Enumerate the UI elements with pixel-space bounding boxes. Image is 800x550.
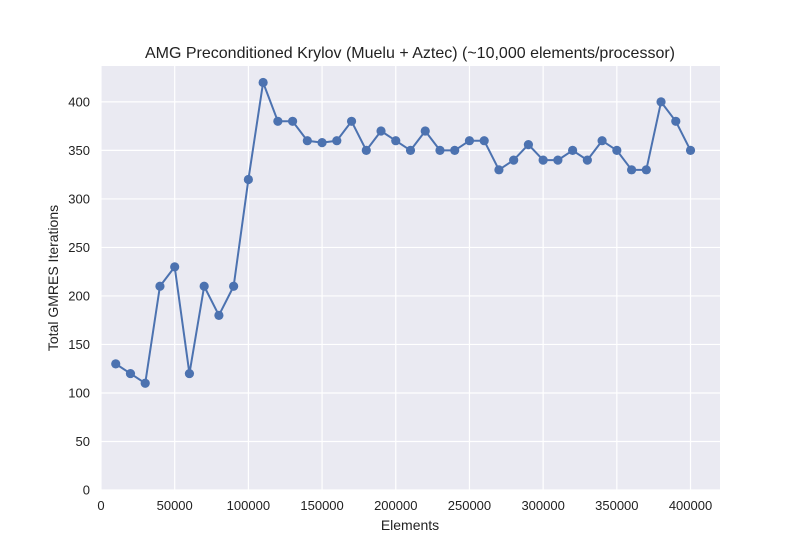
x-tick-label: 50000 bbox=[157, 498, 193, 513]
data-point bbox=[155, 281, 165, 291]
data-point bbox=[685, 145, 696, 156]
data-point bbox=[656, 97, 666, 107]
x-tick-label: 250000 bbox=[448, 498, 491, 513]
data-point bbox=[420, 126, 430, 136]
y-tick-label: 50 bbox=[76, 434, 90, 449]
x-axis-label: Elements bbox=[381, 517, 439, 533]
data-point bbox=[332, 136, 342, 146]
data-point bbox=[170, 262, 180, 272]
data-point bbox=[568, 145, 578, 156]
data-point bbox=[538, 155, 548, 165]
y-axis-label: Total GMRES Iterations bbox=[45, 205, 61, 351]
chart-title: AMG Preconditioned Krylov (Muelu + Aztec… bbox=[145, 45, 675, 62]
y-tick-label: 250 bbox=[68, 240, 90, 255]
y-tick-label: 200 bbox=[68, 288, 90, 303]
x-tick-label: 400000 bbox=[669, 498, 712, 513]
tick-labels: 0 50000 100000 150000 200000 250000 300000 3500… bbox=[68, 94, 712, 513]
y-tick-label: 400 bbox=[68, 94, 90, 109]
data-point bbox=[597, 136, 607, 146]
data-point bbox=[258, 77, 268, 88]
y-tick-label: 350 bbox=[68, 143, 90, 158]
plot-background bbox=[101, 66, 720, 490]
data-point bbox=[464, 136, 475, 146]
data-point bbox=[229, 281, 239, 291]
data-point bbox=[450, 145, 460, 156]
data-point bbox=[346, 116, 357, 126]
data-point bbox=[184, 368, 195, 379]
y-tick-label: 100 bbox=[68, 385, 90, 400]
data-point bbox=[509, 155, 519, 165]
x-tick-label: 350000 bbox=[595, 498, 638, 513]
data-point bbox=[302, 136, 312, 146]
data-point bbox=[435, 145, 445, 156]
data-point bbox=[111, 359, 121, 369]
y-tick-label: 300 bbox=[68, 191, 90, 206]
data-point bbox=[405, 145, 416, 156]
y-tick-label: 0 bbox=[83, 483, 90, 498]
y-tick-label: 150 bbox=[68, 337, 90, 352]
x-tick-label: 100000 bbox=[227, 498, 270, 513]
data-point bbox=[140, 378, 150, 388]
data-point bbox=[494, 165, 504, 175]
data-point bbox=[391, 136, 401, 146]
data-point bbox=[199, 281, 209, 291]
data-point bbox=[641, 165, 651, 175]
x-tick-label: 150000 bbox=[300, 498, 343, 513]
data-point bbox=[214, 310, 224, 320]
data-point bbox=[273, 116, 283, 126]
data-point bbox=[671, 116, 681, 126]
data-point bbox=[243, 174, 253, 185]
data-point bbox=[479, 136, 489, 146]
data-point bbox=[376, 126, 386, 136]
data-point bbox=[523, 139, 534, 150]
data-point bbox=[612, 145, 622, 156]
series-line bbox=[115, 81, 692, 385]
data-point bbox=[582, 155, 592, 165]
data-point bbox=[361, 145, 371, 156]
data-point bbox=[553, 155, 563, 165]
data-point bbox=[125, 368, 136, 379]
series-layer bbox=[111, 77, 696, 388]
data-point bbox=[317, 138, 327, 148]
x-tick-label: 200000 bbox=[374, 498, 417, 513]
data-point bbox=[626, 165, 637, 175]
data-point bbox=[287, 116, 298, 126]
x-tick-label: 300000 bbox=[521, 498, 564, 513]
x-tick-label: 0 bbox=[97, 498, 104, 513]
